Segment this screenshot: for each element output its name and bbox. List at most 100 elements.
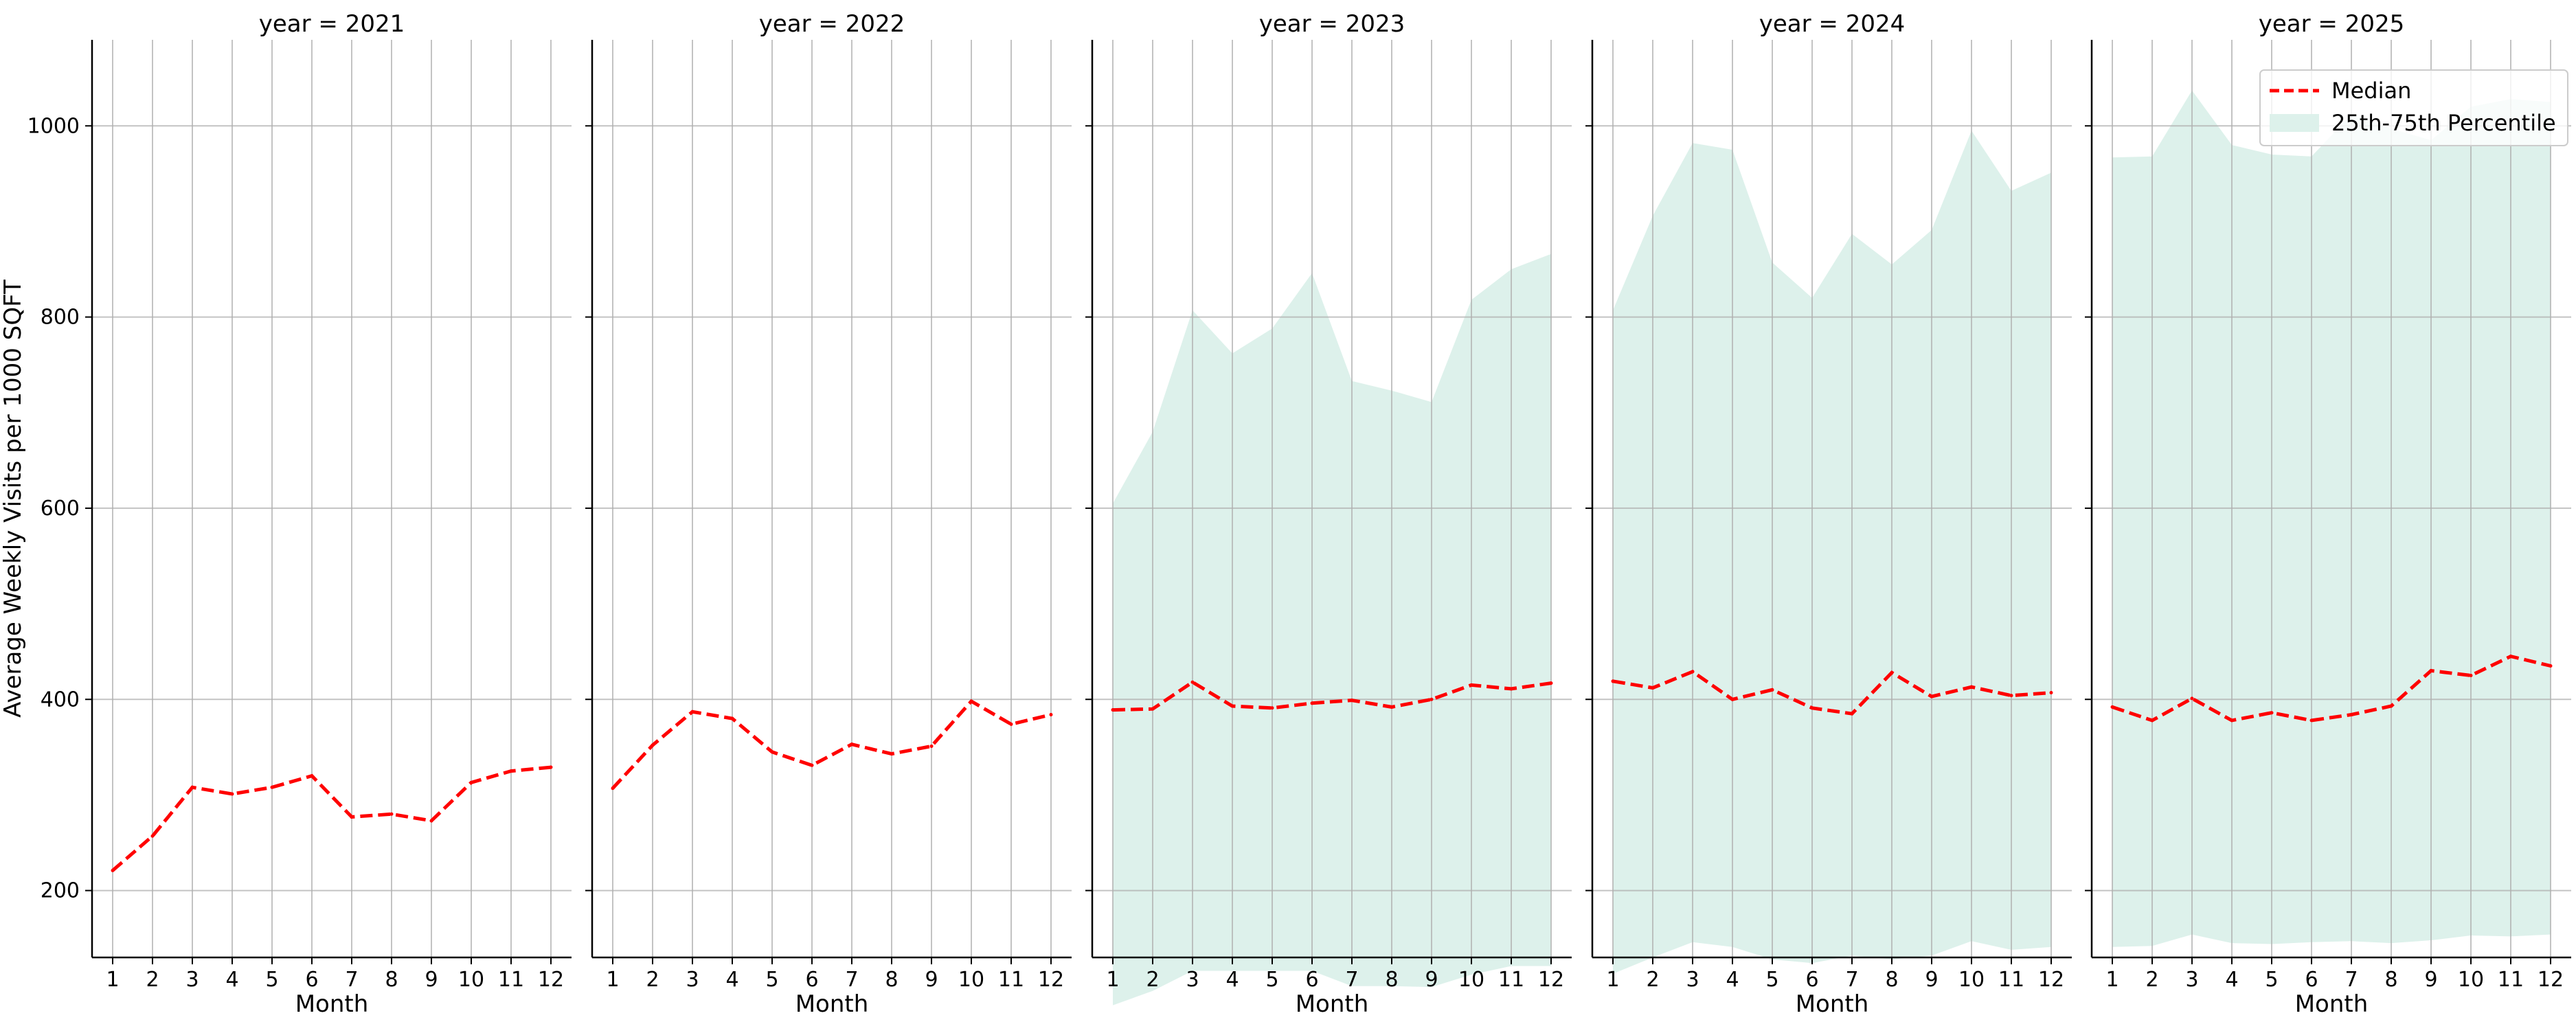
x-tick-label: 4	[1726, 968, 1739, 992]
x-axis-label: Month	[295, 990, 369, 1018]
median-point	[2150, 718, 2154, 723]
x-tick-label: 1	[106, 968, 119, 992]
median-point	[2190, 696, 2194, 701]
x-tick-label: 1	[1606, 968, 1619, 992]
x-tick-label: 3	[1186, 968, 1199, 992]
median-point	[810, 763, 814, 767]
panel-title: year = 2021	[259, 10, 405, 38]
median-point	[1730, 697, 1735, 701]
x-tick-label: 2	[2145, 968, 2158, 992]
median-point	[770, 750, 774, 754]
median-point	[2429, 669, 2433, 672]
legend-label-band: 25th-75th Percentile	[2331, 110, 2556, 136]
x-tick-label: 11	[498, 968, 524, 992]
legend-band-swatch	[2270, 114, 2319, 132]
x-tick-label: 2	[1646, 968, 1659, 992]
median-point	[890, 752, 894, 756]
median-line	[1612, 670, 2052, 716]
x-tick-label: 7	[1345, 968, 1358, 992]
y-tick-label: 800	[41, 306, 80, 330]
median-line	[1112, 680, 1552, 712]
median-point	[1509, 687, 1513, 691]
x-axis-label: Month	[795, 990, 869, 1018]
x-tick-label: 11	[998, 968, 1024, 992]
median-point	[1390, 705, 1394, 709]
x-tick-label: 5	[1765, 968, 1778, 992]
x-tick-label: 3	[2185, 968, 2198, 992]
median-line	[111, 765, 552, 872]
x-tick-label: 6	[1305, 968, 1318, 992]
legend-box	[2259, 69, 2568, 146]
x-tick-label: 11	[1998, 968, 2024, 992]
median-point	[1930, 694, 1934, 699]
median-point	[190, 785, 194, 789]
x-tick-label: 9	[425, 968, 438, 992]
median-point	[850, 742, 854, 747]
x-tick-label: 12	[2538, 968, 2564, 992]
x-tick-label: 3	[686, 968, 699, 992]
median-point	[270, 785, 274, 789]
median-point	[2309, 718, 2314, 723]
median-point	[2389, 704, 2393, 708]
median-point	[2230, 718, 2234, 723]
x-tick-label: 3	[185, 968, 199, 992]
x-tick-label: 5	[265, 968, 278, 992]
median-point	[111, 868, 115, 872]
x-tick-label: 1	[606, 968, 619, 992]
median-point	[2049, 691, 2053, 695]
x-tick-label: 1	[2105, 968, 2119, 992]
median-point	[1611, 679, 1615, 683]
x-axis-label: Month	[1796, 990, 1869, 1018]
x-tick-label: 9	[2424, 968, 2437, 992]
median-point	[2509, 655, 2513, 659]
median-point	[1810, 706, 1814, 710]
median-point	[2270, 711, 2274, 715]
median-point	[429, 819, 433, 823]
median-point	[150, 834, 155, 838]
x-tick-label: 2	[146, 968, 159, 992]
x-tick-label: 4	[225, 968, 238, 992]
y-axis-label: Average Weekly Visits per 1000 SQFT	[0, 280, 27, 718]
median-point	[1190, 680, 1195, 684]
x-tick-label: 12	[538, 968, 564, 992]
median-point	[1469, 683, 1473, 687]
x-tick-label: 10	[2458, 968, 2484, 992]
x-tick-label: 5	[1265, 968, 1278, 992]
legend: Median 25th-75th Percentile	[2259, 69, 2568, 146]
median-point	[230, 792, 234, 796]
median-point	[469, 780, 473, 784]
x-tick-label: 8	[2384, 968, 2397, 992]
median-point	[1151, 707, 1155, 711]
x-tick-label: 4	[2225, 968, 2238, 992]
x-tick-label: 11	[1498, 968, 1524, 992]
x-axis-label: Month	[1296, 990, 1369, 1018]
panel-title: year = 2023	[1259, 10, 1405, 38]
x-tick-label: 4	[725, 968, 738, 992]
x-tick-label: 7	[2345, 968, 2358, 992]
median-point	[690, 710, 694, 714]
median-point	[1969, 685, 1974, 689]
x-tick-label: 8	[385, 968, 398, 992]
x-tick-label: 6	[805, 968, 818, 992]
y-tick-label: 200	[41, 879, 80, 903]
percentile-band	[1613, 130, 2051, 974]
x-tick-label: 10	[458, 968, 484, 992]
x-tick-label: 10	[1458, 968, 1484, 992]
median-point	[1111, 708, 1115, 712]
x-tick-label: 8	[885, 968, 898, 992]
median-point	[2349, 713, 2353, 717]
x-tick-label: 10	[958, 968, 984, 992]
median-point	[509, 769, 513, 773]
x-tick-label: 4	[1225, 968, 1239, 992]
percentile-band	[2112, 90, 2551, 947]
median-point	[969, 699, 973, 703]
median-point	[2009, 694, 2013, 698]
median-point	[1350, 699, 1354, 703]
median-point	[1009, 722, 1013, 726]
x-tick-label: 12	[1038, 968, 1064, 992]
y-tick-label: 400	[41, 688, 80, 712]
